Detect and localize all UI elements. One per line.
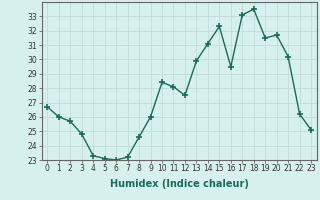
X-axis label: Humidex (Indice chaleur): Humidex (Indice chaleur) <box>110 179 249 189</box>
